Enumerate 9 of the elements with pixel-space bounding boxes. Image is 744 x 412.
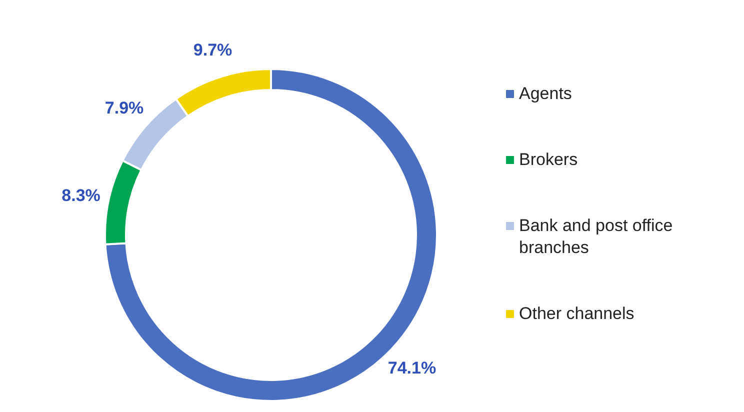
legend-label: Other channels — [519, 303, 636, 325]
data-label: 9.7% — [193, 40, 232, 60]
data-label: 7.9% — [104, 98, 144, 118]
legend-label: Bank and post office branches — [519, 215, 674, 259]
data-label: 74.1% — [388, 358, 436, 378]
donut-slice — [104, 68, 438, 402]
legend-label: Brokers — [519, 149, 579, 171]
legend-label: Agents — [519, 83, 573, 105]
data-label: 8.3% — [62, 186, 100, 206]
